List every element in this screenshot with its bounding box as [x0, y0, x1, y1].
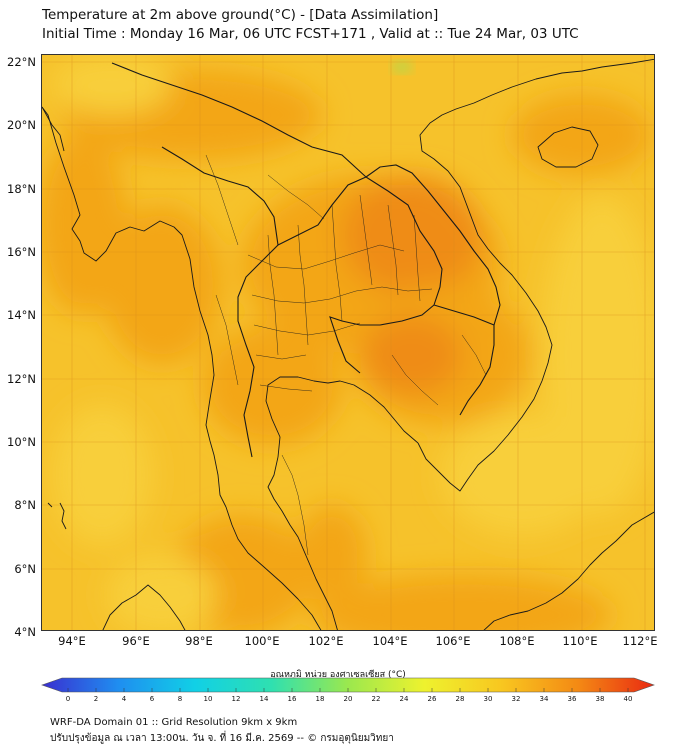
hainan-island — [537, 126, 599, 168]
lon-label-112e: 112°E — [622, 634, 658, 648]
malay-peninsula-east — [267, 456, 338, 630]
colorbar-title: อุณหภูมิ หน่วย องศาเซลเซียส (°C) — [270, 670, 406, 680]
thailand-laos-border — [277, 176, 443, 306]
lat-label-18n: 18°N — [7, 182, 36, 196]
colorbar-ramp — [41, 677, 655, 693]
colorbar-tick-36: 36 — [567, 695, 577, 703]
colorbar-tick-32: 32 — [511, 695, 521, 703]
colorbar-tick-8: 8 — [177, 695, 183, 703]
cambodia-vietnam-south-coast — [417, 202, 553, 492]
lon-label-106e: 106°E — [435, 634, 471, 648]
lon-label-108e: 108°E — [499, 634, 535, 648]
colorbar-tick-34: 34 — [539, 695, 549, 703]
laos-vietnam-border — [365, 164, 501, 326]
coastlines — [42, 58, 654, 630]
gulf-of-tonkin — [419, 58, 654, 204]
colorbar-tick-16: 16 — [287, 695, 297, 703]
lon-label-102e: 102°E — [308, 634, 344, 648]
colorbar-tick-38: 38 — [595, 695, 605, 703]
colorbar-tick-30: 30 — [483, 695, 493, 703]
province-lines — [205, 154, 487, 556]
footer-update-info: ปรับปรุงข้อมูล ณ เวลา 13:00น. วัน จ. ที่… — [50, 733, 394, 744]
lon-label-104e: 104°E — [372, 634, 408, 648]
temperature-field — [42, 55, 654, 630]
colorbar-tick-10: 10 — [203, 695, 213, 703]
lon-label-94e: 94°E — [58, 634, 86, 648]
colorbar-tick-26: 26 — [427, 695, 437, 703]
colorbar-tick-20: 20 — [343, 695, 353, 703]
colorbar-tick-2: 2 — [93, 695, 99, 703]
lon-label-96e: 96°E — [122, 634, 150, 648]
lon-label-100e: 100°E — [244, 634, 280, 648]
colorbar-tick-28: 28 — [455, 695, 465, 703]
lat-label-20n: 20°N — [7, 118, 36, 132]
lat-label-4n: 4°N — [14, 625, 36, 639]
colorbar-tick-22: 22 — [371, 695, 381, 703]
footer-model-info: WRF-DA Domain 01 :: Grid Resolution 9km … — [50, 717, 298, 728]
sumatra-coast — [102, 584, 186, 630]
lat-label-10n: 10°N — [7, 435, 36, 449]
colorbar-tick-0: 0 — [65, 695, 71, 703]
lat-label-8n: 8°N — [14, 498, 36, 512]
colorbar-tick-24: 24 — [399, 695, 409, 703]
colorbar-tick-12: 12 — [231, 695, 241, 703]
borneo-coast — [483, 511, 654, 630]
lon-label-98e: 98°E — [185, 634, 213, 648]
colorbar-tick-40: 40 — [623, 695, 633, 703]
china-border — [111, 62, 367, 178]
map-subtitle: Initial Time : Monday 16 Mar, 06 UTC FCS… — [42, 26, 579, 42]
myanmar-west-coast — [42, 106, 227, 508]
colorbar-tick-6: 6 — [149, 695, 155, 703]
colorbar-tick-18: 18 — [315, 695, 325, 703]
colorbar — [41, 677, 655, 693]
lon-label-110e: 110°E — [562, 634, 598, 648]
lat-label-16n: 16°N — [7, 245, 36, 259]
andaman-islands — [47, 502, 67, 530]
lat-label-14n: 14°N — [7, 308, 36, 322]
myanmar-thailand-border — [161, 146, 279, 458]
country-borders — [111, 62, 501, 458]
map-canvas — [42, 55, 654, 630]
bay-of-bengal-coast-north — [42, 106, 65, 152]
gulf-of-thailand-north — [265, 376, 419, 458]
temperature-map[interactable] — [41, 54, 655, 631]
colorbar-tick-4: 4 — [121, 695, 127, 703]
lat-label-22n: 22°N — [7, 55, 36, 69]
colorbar-tick-14: 14 — [259, 695, 269, 703]
lat-label-12n: 12°N — [7, 372, 36, 386]
lat-label-6n: 6°N — [14, 562, 36, 576]
malay-peninsula-west — [225, 506, 322, 630]
gridlines — [42, 55, 654, 630]
cambodia-border — [329, 304, 495, 416]
map-title: Temperature at 2m above ground(°C) - [Da… — [42, 7, 439, 23]
